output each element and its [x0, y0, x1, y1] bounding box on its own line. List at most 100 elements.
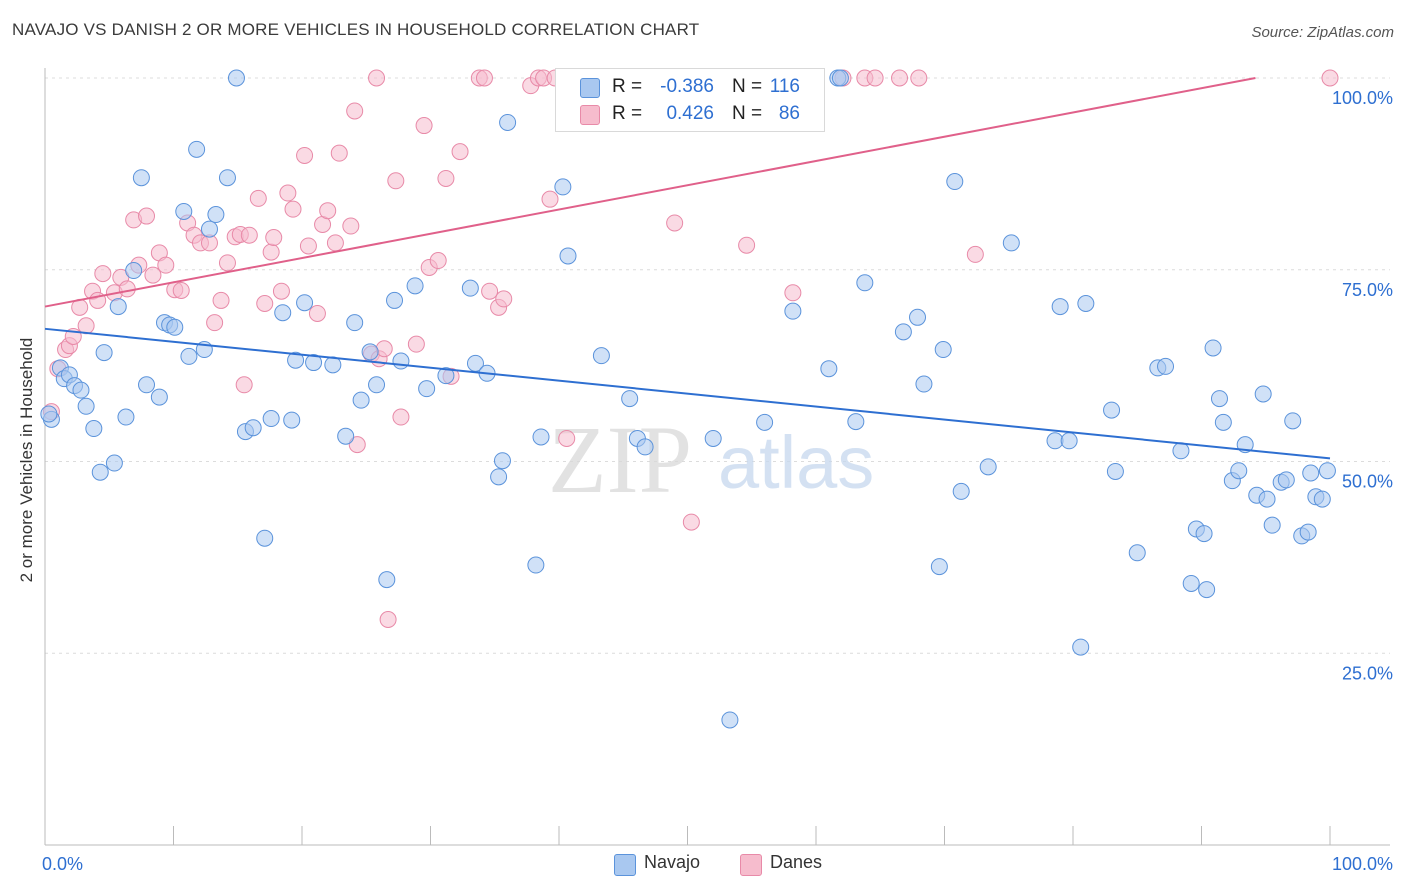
stats-row-danes: R = 0.426 N = 86	[556, 100, 824, 128]
navajo-point	[532, 428, 550, 446]
navajo-point	[1313, 490, 1331, 508]
navajo-point	[1172, 442, 1190, 460]
navajo-point	[1072, 638, 1090, 656]
navajo-point	[493, 452, 511, 470]
navajo-point	[418, 380, 436, 398]
danes-point	[415, 117, 433, 135]
danes-point	[387, 172, 405, 190]
danes-swatch	[580, 105, 600, 125]
danes-point	[342, 217, 360, 235]
navajo-point	[175, 202, 193, 220]
navajo-point	[105, 454, 123, 472]
danes-point	[429, 252, 447, 270]
navajo-point	[1060, 432, 1078, 450]
danes-point	[218, 254, 236, 272]
navajo-point	[1258, 490, 1276, 508]
navajo-point	[1195, 525, 1213, 543]
navajo-point	[274, 304, 292, 322]
navajo-point	[207, 206, 225, 224]
navajo-point	[1077, 294, 1095, 312]
danes-point	[308, 304, 326, 322]
navajo-point	[930, 558, 948, 576]
legend-danes-swatch	[740, 854, 762, 876]
y-axis-label: 2 or more Vehicles in Household	[17, 337, 36, 583]
navajo-point	[1046, 432, 1064, 450]
danes-point	[481, 282, 499, 300]
navajo-point	[1254, 385, 1272, 403]
danes-point	[94, 265, 112, 283]
navajo-point	[915, 375, 933, 393]
navajo-point	[361, 343, 379, 361]
navajo-point	[437, 367, 455, 385]
source-label: Source: ZipAtlas.com	[1251, 24, 1394, 41]
navajo-points	[40, 69, 1336, 729]
navajo-point	[979, 458, 997, 476]
navajo-point	[1230, 462, 1248, 480]
navajo-point	[856, 274, 874, 292]
navajo-point	[559, 247, 577, 265]
navajo-point	[77, 397, 95, 415]
danes-point	[682, 513, 700, 531]
navajo-point	[820, 360, 838, 378]
danes-point	[891, 69, 909, 87]
navajo-point	[125, 262, 143, 280]
navajo-r-label: R =	[612, 76, 643, 97]
navajo-point	[386, 291, 404, 309]
danes-point	[475, 69, 493, 87]
navajo-r-value: -0.386	[660, 76, 714, 97]
danes-point	[784, 284, 802, 302]
navajo-point	[831, 69, 849, 87]
danes-point	[437, 169, 455, 187]
navajo-point	[346, 314, 364, 332]
danes-point	[558, 429, 576, 447]
navajo-point	[1210, 390, 1228, 408]
navajo-point	[704, 429, 722, 447]
navajo-point	[1128, 544, 1146, 562]
navajo-point	[256, 529, 274, 547]
navajo-point	[305, 354, 323, 372]
y-tick-label: 25.0%	[1342, 663, 1393, 683]
danes-point	[346, 102, 364, 120]
navajo-point	[527, 556, 545, 574]
navajo-n-value: 116	[769, 76, 800, 97]
navajo-point	[1106, 462, 1124, 480]
navajo-point	[138, 376, 156, 394]
navajo-point	[1182, 574, 1200, 592]
danes-point	[256, 294, 274, 312]
navajo-point	[721, 711, 739, 729]
danes-point	[77, 317, 95, 335]
danes-point	[265, 229, 283, 247]
navajo-point	[1299, 523, 1317, 541]
danes-point	[738, 236, 756, 254]
navajo-point	[1204, 339, 1222, 357]
chart-title: NAVAJO VS DANISH 2 OR MORE VEHICLES IN H…	[12, 20, 700, 39]
navajo-point	[1157, 357, 1175, 375]
navajo-point	[946, 173, 964, 191]
danes-point	[379, 611, 397, 629]
danes-point	[279, 184, 297, 202]
navajo-point	[406, 277, 424, 295]
danes-point	[495, 290, 513, 308]
danes-point	[296, 146, 314, 164]
navajo-point	[109, 298, 127, 316]
navajo-point	[72, 381, 90, 399]
danes-point	[212, 291, 230, 309]
navajo-point	[847, 413, 865, 431]
legend-navajo-label: Navajo	[644, 852, 701, 872]
watermark-zip: ZIP	[548, 406, 692, 513]
danes-point	[262, 243, 280, 261]
danes-point	[866, 69, 884, 87]
navajo-point	[166, 318, 184, 336]
danes-point	[299, 237, 317, 255]
navajo-point	[952, 482, 970, 500]
danes-point	[272, 282, 290, 300]
navajo-point	[461, 279, 479, 297]
navajo-point	[1214, 413, 1232, 431]
navajo-point	[337, 427, 355, 445]
danes-point	[666, 214, 684, 232]
danes-point	[157, 256, 175, 274]
navajo-point	[784, 302, 802, 320]
danes-n-label: N =	[732, 103, 763, 124]
navajo-point	[132, 169, 150, 187]
